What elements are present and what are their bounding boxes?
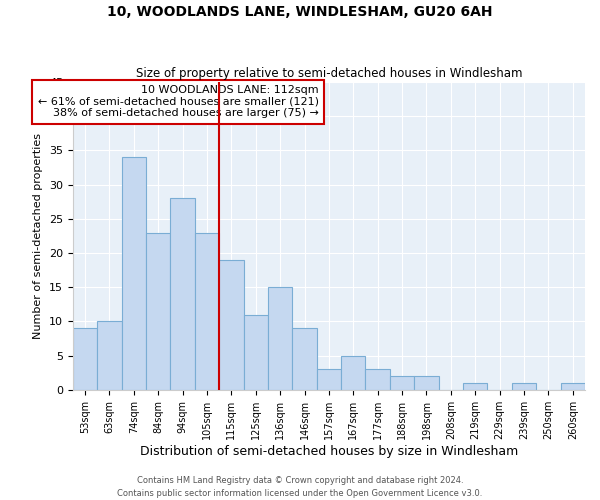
Bar [292, 328, 317, 390]
Text: 10, WOODLANDS LANE, WINDLESHAM, GU20 6AH: 10, WOODLANDS LANE, WINDLESHAM, GU20 6AH [107, 5, 493, 19]
Bar [512, 383, 536, 390]
Title: Size of property relative to semi-detached houses in Windlesham: Size of property relative to semi-detach… [136, 66, 522, 80]
Bar [560, 383, 585, 390]
Bar [73, 328, 97, 390]
Bar [146, 232, 170, 390]
Bar [97, 322, 122, 390]
Bar [170, 198, 195, 390]
Bar [219, 260, 244, 390]
Bar [244, 314, 268, 390]
Bar [365, 370, 390, 390]
Bar [414, 376, 439, 390]
Y-axis label: Number of semi-detached properties: Number of semi-detached properties [34, 133, 43, 339]
Text: Contains HM Land Registry data © Crown copyright and database right 2024.
Contai: Contains HM Land Registry data © Crown c… [118, 476, 482, 498]
Bar [341, 356, 365, 390]
Bar [463, 383, 487, 390]
Bar [390, 376, 414, 390]
Text: 10 WOODLANDS LANE: 112sqm
← 61% of semi-detached houses are smaller (121)
38% of: 10 WOODLANDS LANE: 112sqm ← 61% of semi-… [38, 85, 319, 118]
Bar [317, 370, 341, 390]
X-axis label: Distribution of semi-detached houses by size in Windlesham: Distribution of semi-detached houses by … [140, 444, 518, 458]
Bar [122, 158, 146, 390]
Bar [195, 232, 219, 390]
Bar [268, 287, 292, 390]
